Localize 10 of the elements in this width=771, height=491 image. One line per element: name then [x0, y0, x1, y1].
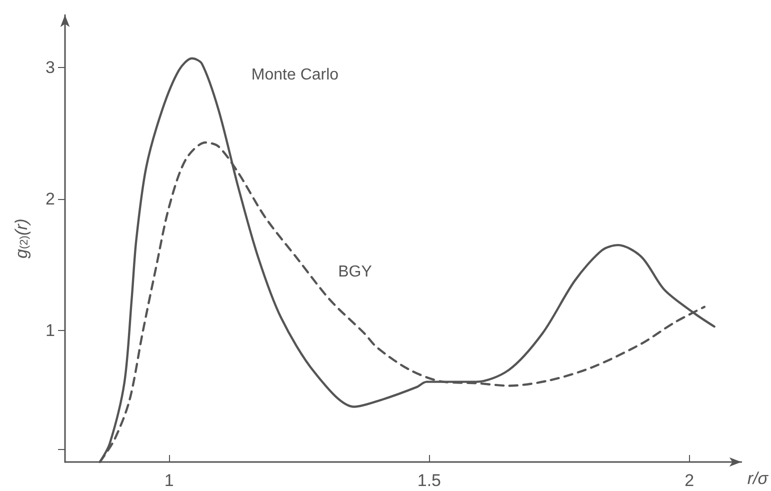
y-tick-label: 1 — [46, 321, 55, 340]
y-axis-title: g(2)(r) — [12, 218, 31, 258]
x-tick-label: 2 — [684, 471, 694, 490]
y-tick-label: 2 — [46, 190, 55, 209]
y-tick-label: 3 — [46, 58, 55, 78]
x-tick-label: 1 — [164, 471, 174, 490]
annotation: BGY — [338, 264, 372, 280]
x-tick-label: 1.5 — [417, 471, 442, 490]
annotation: Monte Carlo — [251, 66, 339, 84]
x-axis-title: r/σ — [747, 469, 769, 488]
